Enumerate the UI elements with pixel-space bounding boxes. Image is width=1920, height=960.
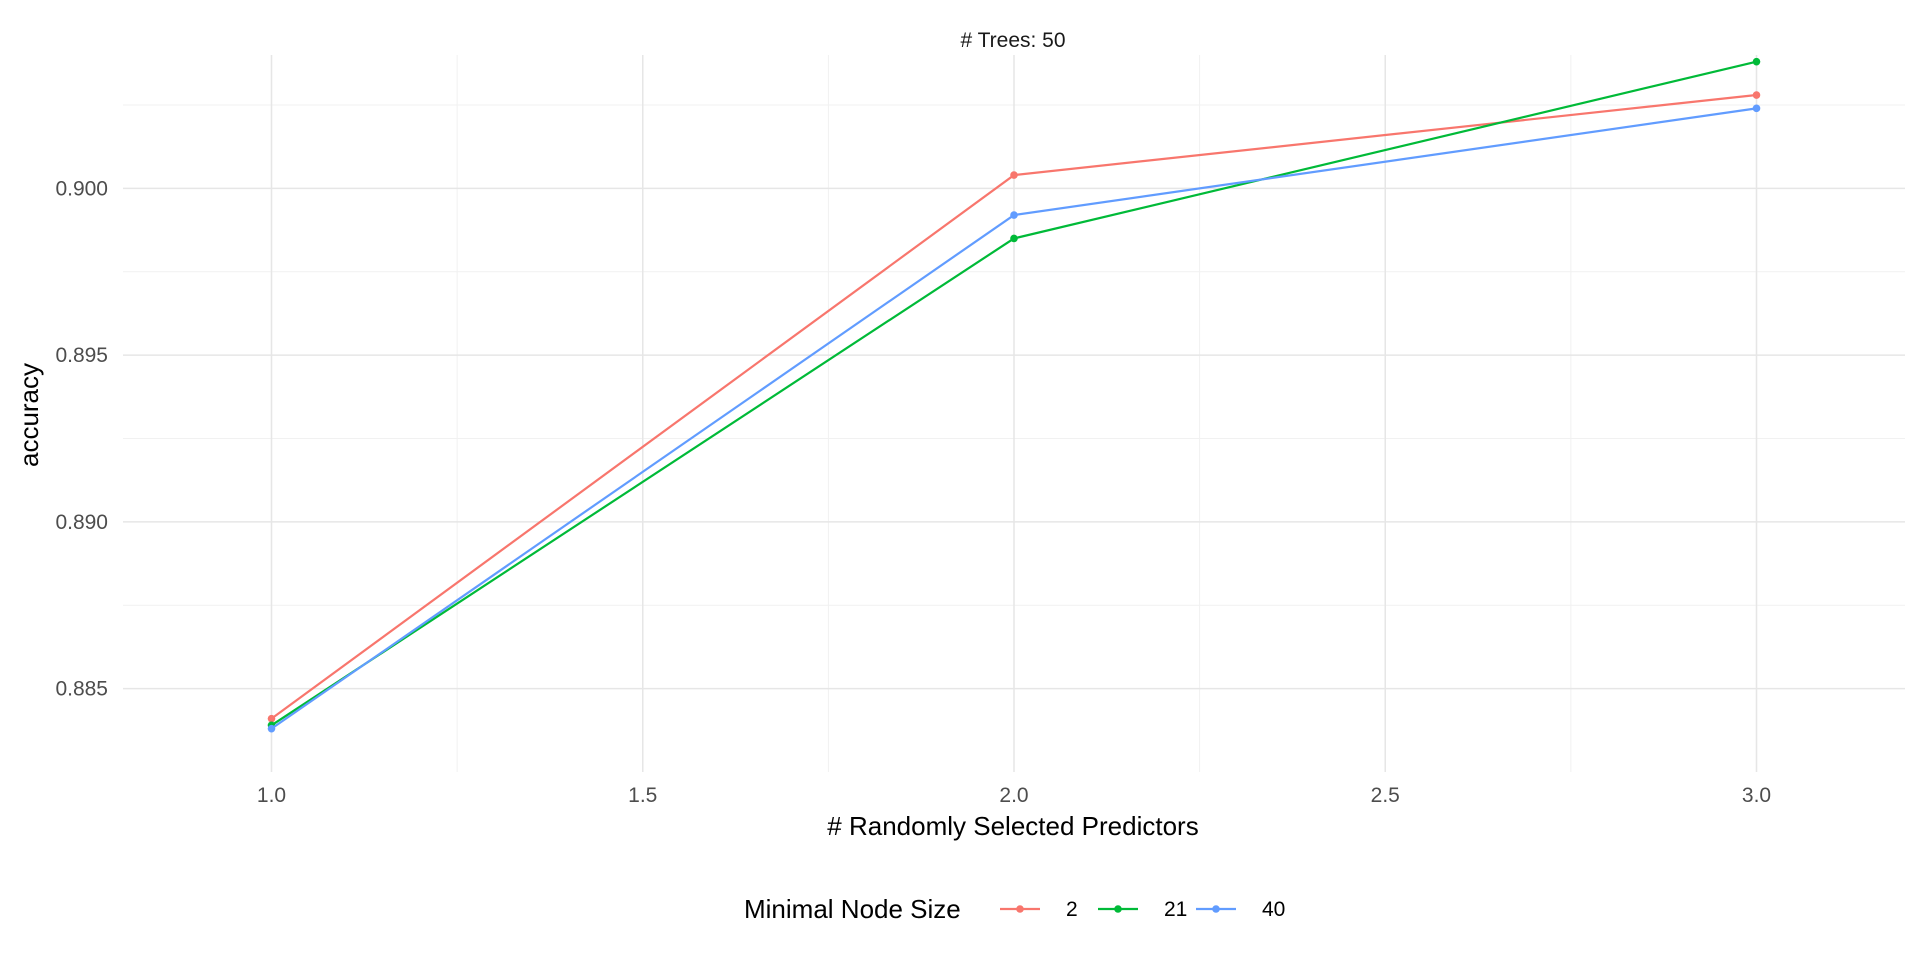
x-tick-label: 1.5 (628, 784, 657, 807)
y-tick-label: 0.890 (55, 511, 108, 534)
data-point-40 (1010, 211, 1018, 219)
data-point-40 (267, 724, 276, 733)
data-point-21 (1752, 57, 1761, 66)
legend-label: 40 (1262, 898, 1285, 921)
legend-items: 2 21 40 (1000, 898, 1285, 921)
legend-key-point (1114, 905, 1122, 913)
legend-label: 21 (1164, 898, 1187, 921)
x-tick-label: 2.5 (1371, 784, 1400, 807)
series-40 (267, 104, 1761, 733)
data-point-2 (267, 714, 276, 723)
x-axis-title: # Randomly Selected Predictors (827, 811, 1198, 841)
series-layer (267, 57, 1761, 733)
data-point-21 (1010, 234, 1018, 243)
legend-title: Minimal Node Size (744, 894, 961, 924)
chart-title: # Trees: 50 (960, 29, 1065, 52)
legend: Minimal Node Size 2 21 40 (744, 894, 1285, 924)
data-point-2 (1752, 91, 1761, 99)
y-axis-ticks: 0.885 0.890 0.895 0.900 (55, 177, 108, 700)
y-tick-label: 0.895 (55, 344, 108, 367)
legend-item-2: 2 (1000, 898, 1078, 921)
x-tick-label: 1.0 (257, 784, 286, 807)
x-axis-ticks: 1.0 1.5 2.0 2.5 3.0 (257, 784, 1771, 807)
y-axis-title: accuracy (14, 363, 44, 467)
legend-label: 2 (1066, 898, 1078, 921)
legend-item-21: 21 (1098, 898, 1187, 921)
legend-key-point (1212, 905, 1220, 913)
data-point-2 (1010, 171, 1018, 179)
data-point-40 (1752, 104, 1761, 113)
grid (123, 55, 1905, 772)
y-tick-label: 0.900 (55, 177, 108, 200)
x-tick-label: 3.0 (1742, 784, 1771, 807)
x-tick-label: 2.0 (999, 784, 1028, 807)
legend-item-40: 40 (1196, 898, 1285, 921)
legend-key-point (1016, 905, 1024, 913)
y-tick-label: 0.885 (55, 678, 108, 701)
